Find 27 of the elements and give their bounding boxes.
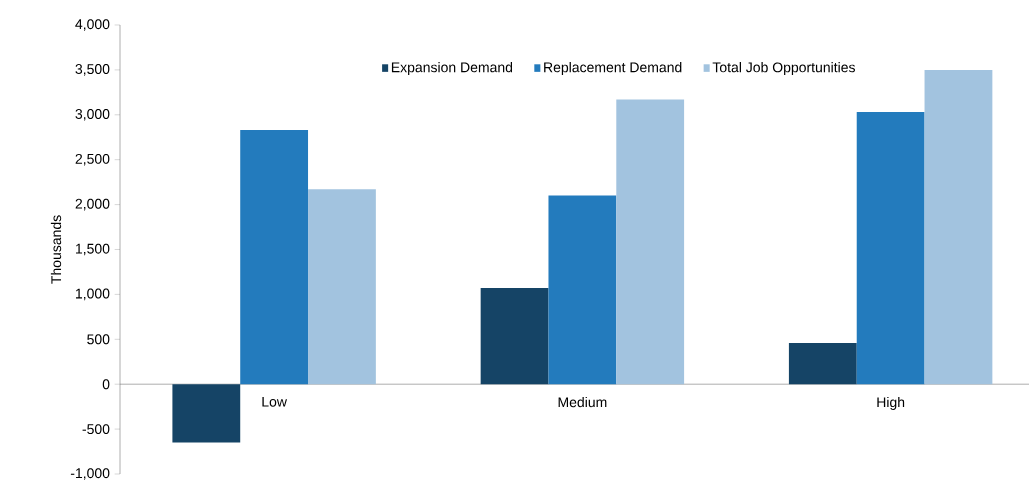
y-tick-label: 500 <box>87 334 110 345</box>
bar <box>480 288 549 385</box>
bar <box>240 130 309 385</box>
y-tick-label: 1,500 <box>76 243 110 256</box>
legend-label: Replacement Demand <box>544 62 682 76</box>
legend-label: Total Job Opportunities <box>712 62 855 76</box>
bar <box>924 69 993 385</box>
bar <box>548 195 617 385</box>
legend-label: Expansion Demand <box>391 62 513 76</box>
bar <box>616 99 685 385</box>
y-tick-label: 4,000 <box>75 19 110 31</box>
x-tick-label: High <box>877 396 905 410</box>
x-tick-label: Low <box>262 396 287 407</box>
bar <box>308 189 376 385</box>
x-tick-label: Medium <box>558 396 607 408</box>
y-axis-title: Thousands <box>50 215 62 284</box>
bar <box>856 112 925 385</box>
y-tick-label: 0 <box>102 379 110 390</box>
y-tick-label: -500 <box>82 424 110 435</box>
y-tick-label: 3,000 <box>75 109 110 121</box>
bar <box>788 342 857 385</box>
bar <box>172 384 241 443</box>
y-tick-label: -1,000 <box>70 468 110 480</box>
y-tick-label: 1,000 <box>76 288 110 301</box>
y-tick-label: 3,500 <box>75 64 110 76</box>
y-tick-label: 2,500 <box>75 153 110 166</box>
y-tick-label: 2,000 <box>75 198 110 211</box>
